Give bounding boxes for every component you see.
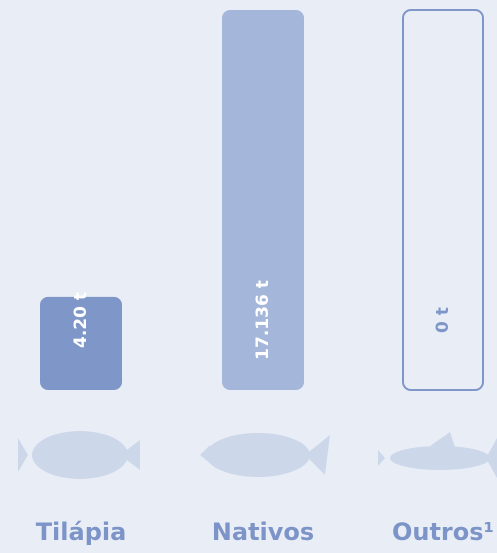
value-label: 4.20 t bbox=[71, 292, 91, 348]
category-label: Outros¹ bbox=[392, 518, 494, 546]
category-label: Tilápia bbox=[36, 518, 127, 546]
category-label: Nativos bbox=[212, 518, 314, 546]
value-label: 17.136 t bbox=[253, 280, 273, 360]
chart: 4.20 t Tilápia 17.136 t Nativos 0 t Outros¹ bbox=[0, 0, 497, 553]
value-label: 0 t bbox=[433, 307, 453, 333]
